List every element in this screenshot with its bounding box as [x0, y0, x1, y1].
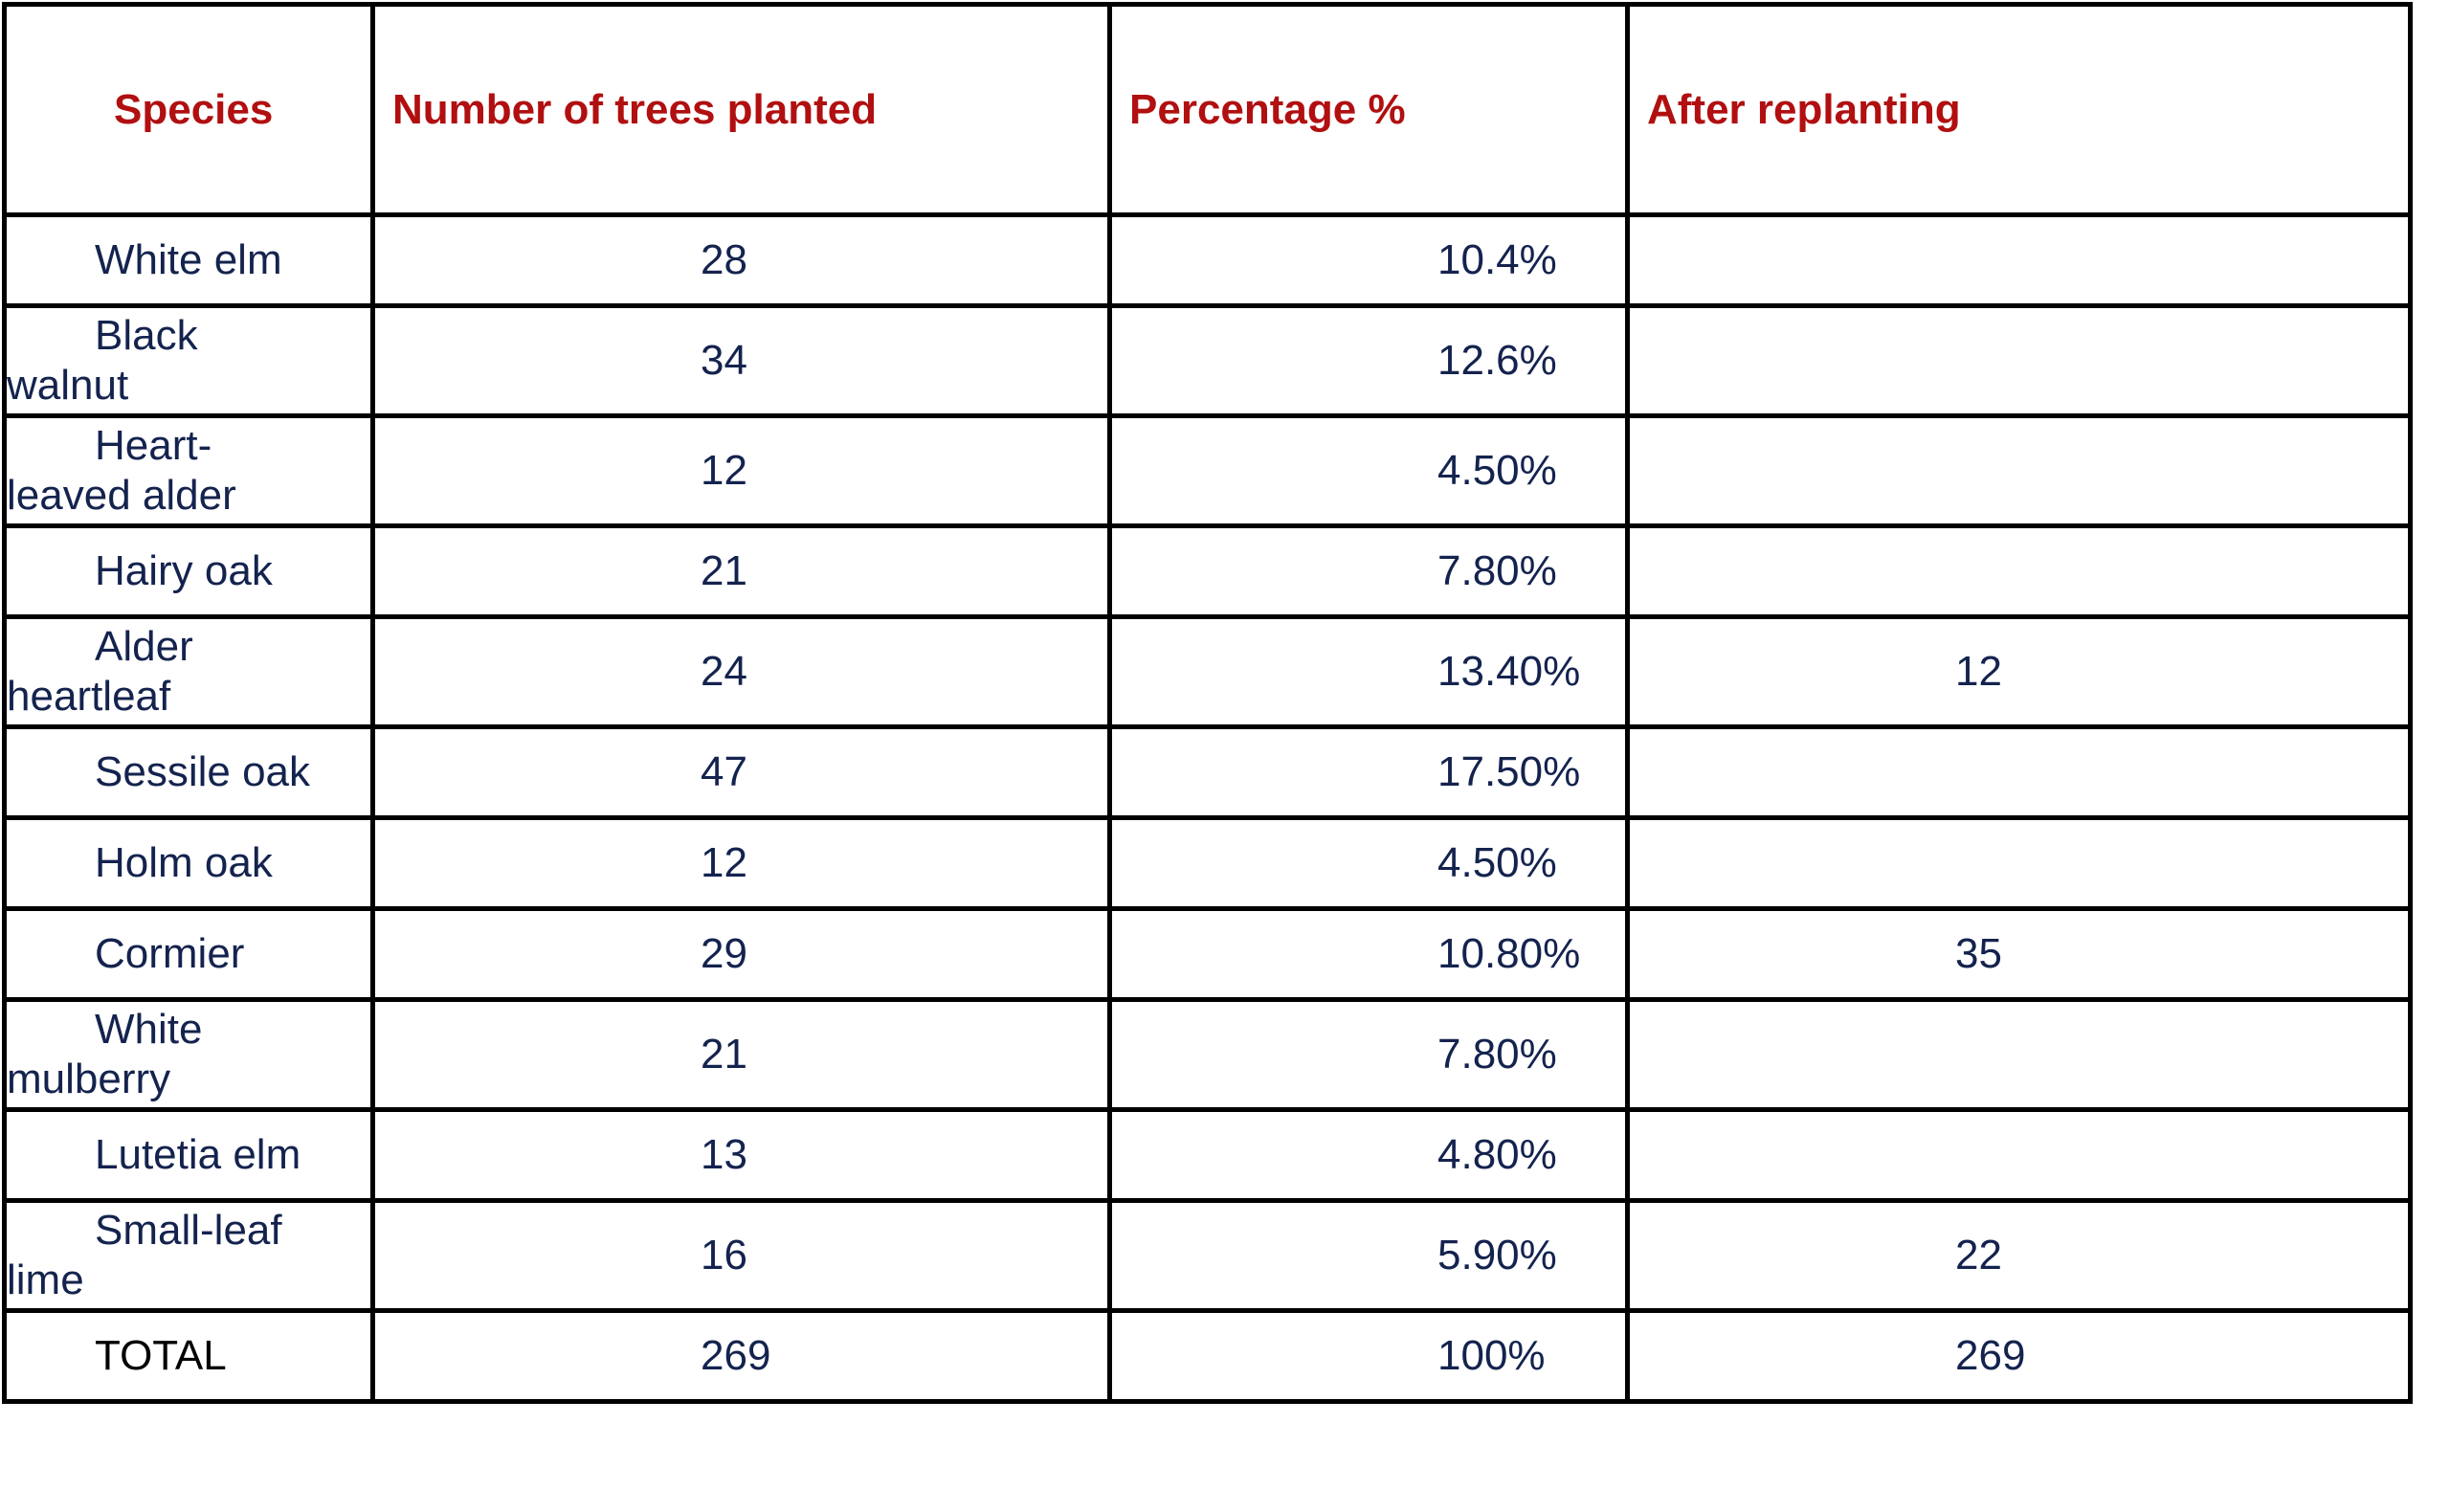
- table-row: Sessile oak 47 17.50%: [2, 724, 2413, 820]
- table-row: Small-leaf lime 16 5.90% 22: [2, 1198, 2413, 1313]
- species-name-line1: Holm oak: [95, 839, 273, 886]
- after-replanting-cell: [1625, 724, 2413, 820]
- table-row: Holm oak 12 4.50%: [2, 815, 2413, 911]
- species-cell: White elm: [2, 212, 375, 308]
- percentage-cell: 4.50%: [1107, 413, 1630, 528]
- trees-planted-cell: 12: [370, 413, 1112, 528]
- species-name-line2: mulberry: [7, 1056, 171, 1102]
- species-name-line1: Black: [95, 312, 198, 359]
- percentage-cell: 17.50%: [1107, 724, 1630, 820]
- table-row: Heart-leaved alder 12 4.50%: [2, 413, 2413, 528]
- table-row: White mulberry 21 7.80%: [2, 997, 2413, 1112]
- after-replanting-cell: [1625, 413, 2413, 528]
- species-cell: Black walnut: [2, 303, 375, 418]
- percentage-cell: 10.4%: [1107, 212, 1630, 308]
- table-row: Lutetia elm 13 4.80%: [2, 1107, 2413, 1203]
- species-name-line1: Cormier: [95, 930, 245, 977]
- percentage-cell: 4.50%: [1107, 815, 1630, 911]
- species-name-line1: Alder: [95, 623, 193, 670]
- total-percentage-cell: 100%: [1107, 1308, 1630, 1404]
- species-name-line1: Lutetia elm: [95, 1131, 301, 1178]
- column-header-after-replanting: After replanting: [1625, 2, 2413, 217]
- species-cell: Hairy oak: [2, 523, 375, 619]
- species-cell: Small-leaf lime: [2, 1198, 375, 1313]
- species-cell: Sessile oak: [2, 724, 375, 820]
- percentage-cell: 10.80%: [1107, 906, 1630, 1002]
- after-replanting-cell: 12: [1625, 614, 2413, 729]
- species-cell: Holm oak: [2, 815, 375, 911]
- species-cell: Cormier: [2, 906, 375, 1002]
- table-body: Species Number of trees planted Percenta…: [2, 2, 2413, 1404]
- after-replanting-cell: [1625, 997, 2413, 1112]
- species-cell: Lutetia elm: [2, 1107, 375, 1203]
- percentage-cell: 12.6%: [1107, 303, 1630, 418]
- column-header-species: Species: [2, 2, 375, 217]
- table-row: Cormier 29 10.80% 35: [2, 906, 2413, 1002]
- table-row: Black walnut 34 12.6%: [2, 303, 2413, 418]
- species-name-line2: lime: [7, 1256, 84, 1303]
- total-number-cell: 269: [370, 1308, 1112, 1404]
- trees-planted-cell: 13: [370, 1107, 1112, 1203]
- percentage-cell: 7.80%: [1107, 997, 1630, 1112]
- percentage-cell: 4.80%: [1107, 1107, 1630, 1203]
- trees-planted-cell: 16: [370, 1198, 1112, 1313]
- column-header-number: Number of trees planted: [370, 2, 1112, 217]
- trees-planted-cell: 21: [370, 523, 1112, 619]
- after-replanting-cell: [1625, 815, 2413, 911]
- total-label: TOTAL: [2, 1308, 375, 1404]
- trees-planted-cell: 28: [370, 212, 1112, 308]
- total-after-replanting-cell: 269: [1625, 1308, 2413, 1404]
- table-row: Hairy oak 21 7.80%: [2, 523, 2413, 619]
- trees-planted-cell: 47: [370, 724, 1112, 820]
- trees-planted-cell: 12: [370, 815, 1112, 911]
- after-replanting-cell: [1625, 1107, 2413, 1203]
- trees-planted-cell: 29: [370, 906, 1112, 1002]
- species-name-line1: White elm: [95, 236, 282, 283]
- trees-planted-cell: 34: [370, 303, 1112, 418]
- species-name-line1: Sessile oak: [95, 748, 311, 795]
- species-name-line1: Small-leaf: [95, 1207, 282, 1254]
- table-row: White elm 28 10.4%: [2, 212, 2413, 308]
- after-replanting-cell: [1625, 212, 2413, 308]
- trees-planted-cell: 24: [370, 614, 1112, 729]
- species-name-line1: Heart-: [95, 422, 212, 469]
- percentage-cell: 13.40%: [1107, 614, 1630, 729]
- species-name-line1: White: [95, 1006, 203, 1053]
- total-row: TOTAL 269 100% 269: [2, 1308, 2413, 1404]
- after-replanting-cell: [1625, 303, 2413, 418]
- header-row: Species Number of trees planted Percenta…: [2, 2, 2413, 217]
- species-name-line2: walnut: [7, 362, 129, 409]
- species-cell: White mulberry: [2, 997, 375, 1112]
- species-name-line1: Hairy oak: [95, 547, 273, 594]
- table-row: Alder heartleaf 24 13.40% 12: [2, 614, 2413, 729]
- species-name-line2: heartleaf: [7, 673, 171, 720]
- after-replanting-cell: 35: [1625, 906, 2413, 1002]
- column-header-percentage: Percentage %: [1107, 2, 1630, 217]
- total-label-text: TOTAL: [95, 1332, 227, 1379]
- after-replanting-cell: [1625, 523, 2413, 619]
- after-replanting-cell: 22: [1625, 1198, 2413, 1313]
- species-cell: Heart-leaved alder: [2, 413, 375, 528]
- species-cell: Alder heartleaf: [2, 614, 375, 729]
- percentage-cell: 7.80%: [1107, 523, 1630, 619]
- trees-planted-cell: 21: [370, 997, 1112, 1112]
- species-name-line2: leaved alder: [7, 472, 236, 519]
- species-table: Species Number of trees planted Percenta…: [2, 2, 2413, 1404]
- percentage-cell: 5.90%: [1107, 1198, 1630, 1313]
